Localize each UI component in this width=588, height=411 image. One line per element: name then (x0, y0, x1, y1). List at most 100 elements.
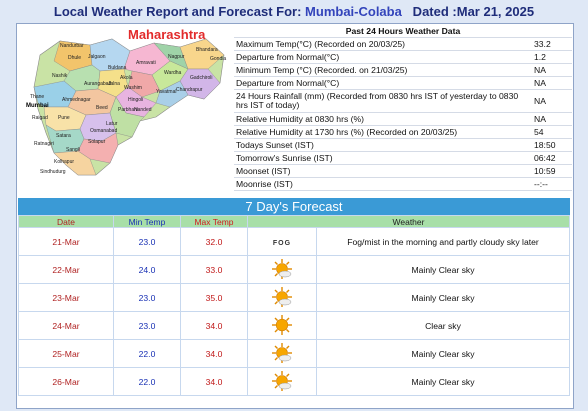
past-24h-title: Past 24 Hours Weather Data (234, 25, 572, 38)
map-district-label: Raigad (32, 115, 48, 121)
forecast-row: 25-Mar 22.0 34.0 Mainly Clear sky (19, 340, 569, 367)
forecast-row: 23-Mar 23.0 35.0 Mainly Clear sky (19, 284, 569, 311)
mainly-clear-icon (248, 368, 316, 395)
map-district-label: Nanded (134, 107, 152, 113)
forecast-max: 35.0 (181, 284, 247, 311)
past-row-label: Moonset (IST) (234, 164, 532, 178)
col-max-header: Max Temp (181, 216, 247, 227)
map-district-label: Sindhudurg (40, 169, 66, 175)
forecast-section: 7 Day's Forecast Date Min Temp Max Temp … (18, 198, 570, 396)
forecast-min: 23.0 (114, 312, 180, 339)
mainly-clear-icon (248, 284, 316, 311)
map-district-label: Pune (58, 115, 70, 121)
past-row-label: Tomorrow's Sunrise (IST) (234, 151, 532, 165)
past-row-label: Departure from Normal(°C) (234, 50, 532, 64)
past-row-label: Minimum Temp (°C) (Recorded. on 21/03/25… (234, 63, 532, 77)
forecast-date: 23-Mar (19, 284, 113, 311)
forecast-min: 23.0 (114, 284, 180, 311)
past-row-value: NA (532, 76, 572, 90)
col-date-header: Date (19, 216, 113, 227)
map-district-label: Gondia (210, 56, 227, 62)
map-district-label: Chandrapur (176, 87, 203, 93)
title-prefix: Local Weather Report and Forecast For: (53, 4, 306, 19)
col-min-header: Min Temp (114, 216, 180, 227)
map-district-label: Aurangabad (84, 81, 112, 87)
forecast-date: 26-Mar (19, 368, 113, 395)
past-row-label: 24 Hours Rainfall (mm) (Recorded from 08… (234, 89, 532, 113)
map-district-label: Akola (120, 75, 133, 81)
map-district-label: Satara (56, 133, 71, 139)
map-district-label: Osmanabad (90, 128, 118, 134)
page-title: Local Weather Report and Forecast For: M… (0, 4, 588, 19)
past-row-label: Relative Humidity at 1730 hrs (%) (Recor… (234, 125, 532, 139)
map-district-label: Hingoli (128, 97, 144, 103)
map-district-label: Ratnagiri (34, 141, 55, 147)
state-map: Maharashtra Nandurbar Dhule Jalgaon Buld… (20, 25, 232, 193)
map-district-label: Solapur (88, 139, 106, 145)
clear-sun-icon (248, 312, 316, 339)
forecast-min: 23.0 (114, 228, 180, 255)
map-district-label: Dhule (68, 55, 82, 61)
past-row-value: 18:50 (532, 138, 572, 152)
map-title: Maharashtra (128, 27, 206, 42)
forecast-max: 34.0 (181, 340, 247, 367)
forecast-weather: Mainly Clear sky (317, 368, 569, 395)
mainly-clear-icon (248, 256, 316, 283)
forecast-title: 7 Day's Forecast (18, 198, 570, 215)
map-district-label: Jalna (108, 81, 120, 87)
forecast-date: 21-Mar (19, 228, 113, 255)
map-district-label: Latur (106, 121, 118, 127)
forecast-min: 22.0 (114, 368, 180, 395)
forecast-max: 32.0 (181, 228, 247, 255)
forecast-weather: Clear sky (317, 312, 569, 339)
map-district-label: Nandurbar (60, 43, 84, 49)
forecast-weather: Fog/mist in the morning and partly cloud… (317, 228, 569, 255)
forecast-max: 34.0 (181, 368, 247, 395)
fog-icon-label: FOG (272, 239, 292, 247)
report-date: Dated :Mar 21, 2025 (401, 4, 535, 19)
map-district-label: Amravati (136, 60, 156, 66)
past-row-label: Moonrise (IST) (234, 177, 532, 191)
map-district-label: Parbhani (118, 107, 139, 113)
map-district-label: Jalgaon (88, 54, 106, 60)
map-district-label: Kolhapur (54, 159, 75, 165)
past-row-value: 33.2 (532, 37, 572, 51)
forecast-table: Date Min Temp Max Temp Weather 21-Mar 23… (18, 215, 570, 396)
map-district-label: Ahmednagar (62, 97, 91, 103)
location-name: Mumbai-Colaba (305, 4, 402, 19)
forecast-row: 24-Mar 23.0 34.0 Clear sky (19, 312, 569, 339)
map-district-label: Nashik (52, 73, 68, 79)
map-district-label: Buldana (108, 65, 127, 71)
past-row-value: 1.2 (532, 50, 572, 64)
forecast-date: 24-Mar (19, 312, 113, 339)
past-row-value: NA (532, 112, 572, 126)
past-row-label: Relative Humidity at 0830 hrs (%) (234, 112, 532, 126)
forecast-date: 22-Mar (19, 256, 113, 283)
map-district-label: Bhandara (196, 47, 218, 53)
map-mumbai-label: Mumbai (26, 103, 49, 109)
map-district-label: Sangli (66, 147, 80, 153)
forecast-min: 22.0 (114, 340, 180, 367)
forecast-max: 33.0 (181, 256, 247, 283)
forecast-min: 24.0 (114, 256, 180, 283)
past-row-value: 54 (532, 125, 572, 139)
forecast-weather: Mainly Clear sky (317, 284, 569, 311)
past-row-label: Departure from Normal(°C) (234, 76, 532, 90)
map-district-label: Beed (96, 105, 108, 111)
past-row-value: 10:59 (532, 164, 572, 178)
past-row-label: Maximum Temp(°C) (Recorded on 20/03/25) (234, 37, 532, 51)
maharashtra-map-graphic (33, 38, 225, 176)
past-24h-table: Past 24 Hours Weather Data Maximum Temp(… (234, 25, 572, 191)
mainly-clear-icon (248, 340, 316, 367)
past-row-label: Todays Sunset (IST) (234, 138, 532, 152)
forecast-row: 26-Mar 22.0 34.0 Mainly Clear sky (19, 368, 569, 395)
forecast-row: 22-Mar 24.0 33.0 Mainly Clear sky (19, 256, 569, 283)
forecast-max: 34.0 (181, 312, 247, 339)
map-district-label: Yavatmal (156, 89, 177, 95)
past-row-value: NA (532, 89, 572, 113)
map-district-label: Nagpur (168, 54, 185, 60)
map-district-label: Thane (30, 94, 45, 100)
forecast-weather: Mainly Clear sky (317, 340, 569, 367)
past-row-value: 06:42 (532, 151, 572, 165)
map-district-label: Washim (124, 85, 142, 91)
